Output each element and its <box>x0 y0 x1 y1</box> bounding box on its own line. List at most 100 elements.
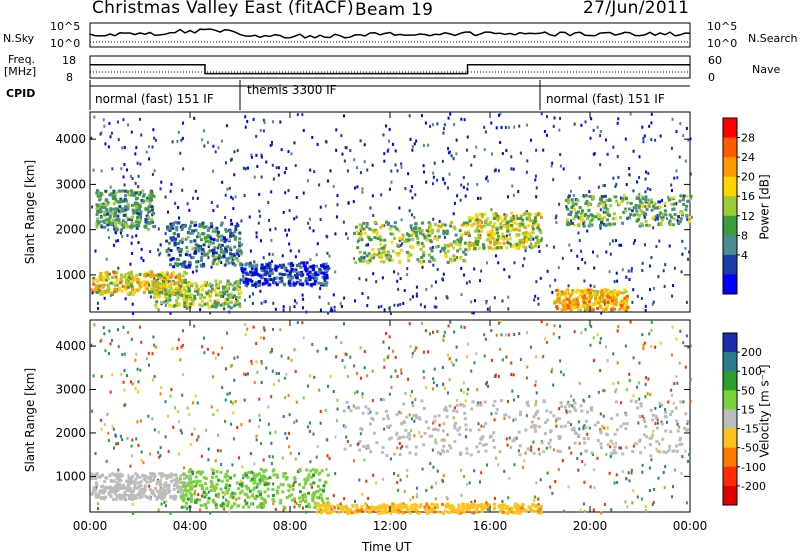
power-scatter-cell <box>131 176 134 180</box>
power-cell <box>122 285 126 289</box>
power-cell <box>189 302 193 306</box>
velocity-scatter-cell <box>476 388 479 392</box>
velocity-cell <box>559 401 563 405</box>
velocity-scatter-cell <box>600 511 603 515</box>
power-scatter-cell <box>479 196 482 200</box>
power-scatter-cell <box>453 201 456 205</box>
power-cell <box>112 214 116 218</box>
power-scatter-cell <box>262 129 265 133</box>
velocity-cell <box>91 491 95 495</box>
power-scatter-cell <box>518 124 521 128</box>
power-scatter-cell <box>293 217 296 221</box>
power-cell <box>105 212 109 216</box>
velocity-scatter-cell <box>442 334 445 338</box>
velocity-scatter-cell <box>383 365 386 369</box>
velocity-cell <box>231 491 235 495</box>
power-cell <box>528 212 532 216</box>
velocity-cell <box>128 487 132 491</box>
power-scatter-cell <box>552 245 555 249</box>
velocity-scatter-cell <box>446 391 449 395</box>
power-scatter-cell <box>422 164 425 168</box>
velocity-scatter-cell <box>329 375 332 379</box>
velocity-scatter-cell <box>447 357 450 361</box>
velocity-cell <box>370 416 374 420</box>
velocity-scatter-cell <box>436 469 439 473</box>
power-cell <box>196 289 200 293</box>
power-cell <box>211 254 215 258</box>
power-cell <box>620 199 624 203</box>
power-cell <box>163 295 167 299</box>
power-cell <box>180 294 184 298</box>
power-cell <box>134 275 138 279</box>
power-scatter-cell <box>199 308 202 312</box>
velocity-cell <box>265 477 269 481</box>
velocity-cell <box>233 474 237 478</box>
velocity-cell <box>133 486 137 490</box>
velocity-scatter-cell <box>459 403 462 407</box>
velocity-scatter-cell <box>371 369 374 373</box>
velocity-cell <box>292 497 296 501</box>
power-cell <box>685 215 689 219</box>
power-cell <box>218 290 222 294</box>
velocity-cell <box>611 451 615 455</box>
power-scatter-cell <box>555 221 558 225</box>
power-cell <box>239 262 243 266</box>
power-scatter-cell <box>301 293 304 297</box>
velocity-cell <box>204 481 208 485</box>
velocity-cell <box>193 500 197 504</box>
velocity-cell <box>148 475 152 479</box>
power-scatter-cell <box>326 235 329 239</box>
power-cell <box>281 265 285 269</box>
velocity-scatter-cell <box>309 374 312 378</box>
velocity-scatter-cell <box>105 459 108 463</box>
velocity-cell <box>275 489 279 493</box>
velocity-cell <box>537 416 541 420</box>
velocity-scatter-cell <box>592 336 595 340</box>
power-cell <box>293 282 297 286</box>
velocity-scatter-cell <box>503 417 506 421</box>
velocity-cell <box>229 506 233 510</box>
power-cell <box>643 204 647 208</box>
power-scatter-cell <box>228 186 231 190</box>
power-cell <box>226 281 230 285</box>
velocity-cell <box>556 417 560 421</box>
velocity-scatter-cell <box>452 363 455 367</box>
power-cell <box>625 301 629 305</box>
velocity-scatter-cell <box>671 495 674 499</box>
power-scatter-cell <box>341 152 344 156</box>
velocity-scatter-cell <box>447 353 450 357</box>
power-cell <box>269 278 273 282</box>
power-cell <box>411 245 415 249</box>
velocity-scatter-cell <box>612 382 615 386</box>
power-cell <box>486 223 490 227</box>
power-cell <box>101 202 105 206</box>
velocity-scatter-cell <box>589 343 592 347</box>
power-cell <box>604 307 608 311</box>
power-cell <box>163 288 167 292</box>
velocity-cell <box>123 491 127 495</box>
velocity-scatter-cell <box>340 505 343 509</box>
velocity-cell <box>660 422 664 426</box>
velocity-scatter-cell <box>139 419 142 423</box>
velocity-cell <box>138 496 142 500</box>
power-cell <box>570 300 574 304</box>
velocity-cell <box>217 478 221 482</box>
power-scatter-cell <box>657 275 660 279</box>
power-scatter-cell <box>104 142 107 146</box>
velocity-cell <box>305 468 309 472</box>
power-cell <box>571 203 575 207</box>
velocity-scatter-cell <box>648 466 651 470</box>
velocity-scatter-cell <box>408 413 411 417</box>
power-scatter-cell <box>400 162 403 166</box>
velocity-scatter-cell <box>293 505 296 509</box>
power-cell <box>108 193 112 197</box>
velocity-cell <box>533 426 537 430</box>
velocity-scatter-cell <box>526 365 529 369</box>
power-cell <box>190 293 194 297</box>
power-scatter-cell <box>432 171 435 175</box>
velocity-scatter-cell <box>628 372 631 376</box>
velocity-scatter-cell <box>599 341 602 345</box>
power-cell <box>477 246 481 250</box>
power-cell <box>488 220 492 224</box>
power-scatter-cell <box>407 172 410 176</box>
